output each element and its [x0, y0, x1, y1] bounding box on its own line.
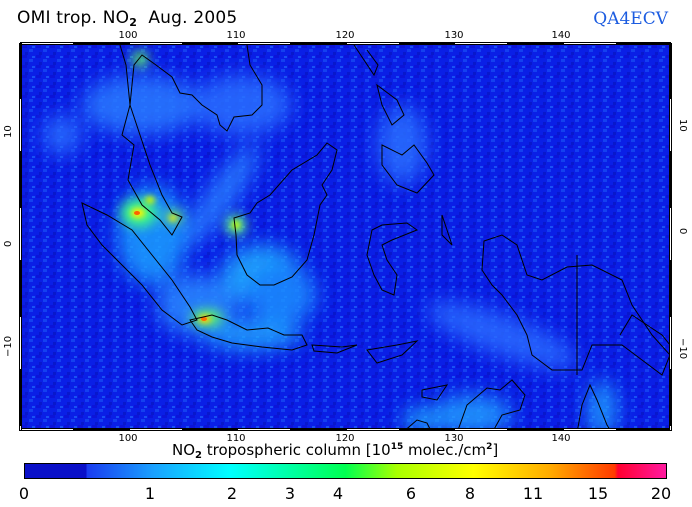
colorbar-tick: 4 [332, 484, 344, 503]
frame-segment [19, 97, 22, 152]
frame-segment [19, 424, 22, 431]
frame-segment [399, 428, 454, 431]
frame-segment [454, 428, 509, 431]
colorbar [24, 463, 667, 479]
coastlines [81, 45, 669, 429]
colorbar-tick: 0 [18, 484, 30, 503]
lat-tick-right: 0 [677, 228, 688, 235]
frame-segment [508, 428, 563, 431]
lon-tick-bottom: 100 [118, 433, 138, 444]
frame-segment [669, 261, 672, 316]
frame-segment [182, 42, 237, 45]
map-canvas [22, 45, 669, 429]
lon-tick-bottom: 130 [444, 433, 464, 444]
frame-segment [19, 152, 22, 207]
frame-segment [291, 428, 346, 431]
colorbar-tick: 20 [650, 484, 672, 503]
frame-segment [669, 152, 672, 207]
frame-segment [19, 370, 22, 425]
lon-tick-bottom: 140 [551, 433, 571, 444]
lon-tick-top: 140 [551, 30, 571, 41]
lat-tick-left: 10 [3, 125, 14, 138]
frame-segment [291, 42, 346, 45]
colorbar-label: NO2 tropospheric column [1015 molec./cm2… [172, 441, 498, 461]
frame-segment [669, 424, 672, 431]
frame-segment [669, 97, 672, 152]
cb-label-sup2: 2 [486, 442, 493, 452]
frame-segment [669, 43, 672, 98]
frame-segment [616, 428, 671, 431]
colorbar-tick: 15 [587, 484, 609, 503]
frame-segment [19, 206, 22, 261]
colorbar-tick: 8 [464, 484, 476, 503]
colorbar-tick: 3 [284, 484, 296, 503]
lat-tick-right: 10 [677, 119, 688, 132]
lon-tick-top: 130 [444, 30, 464, 41]
lon-tick-bottom: 110 [226, 433, 246, 444]
frame-segment [508, 42, 563, 45]
colorbar-tick: 6 [405, 484, 417, 503]
frame-segment [454, 42, 509, 45]
lat-tick-left: −10 [3, 335, 14, 357]
frame-segment [19, 43, 22, 98]
cb-label-sub: 2 [195, 450, 202, 461]
colorbar-tick: 2 [226, 484, 238, 503]
lat-tick-left: 0 [3, 240, 14, 247]
frame-segment [562, 42, 617, 45]
frame-segment [562, 428, 617, 431]
chart-title: OMI trop. NO2 Aug. 2005 [17, 8, 237, 29]
lon-tick-bottom: 120 [335, 433, 355, 444]
frame-segment [20, 428, 75, 431]
frame-segment [128, 42, 183, 45]
frame-segment [669, 315, 672, 370]
frame-segment [74, 428, 129, 431]
frame-segment [399, 42, 454, 45]
frame-segment [19, 315, 22, 370]
cb-label-close: ] [492, 441, 499, 459]
frame-segment [74, 42, 129, 45]
frame-segment [669, 370, 672, 425]
frame-segment [182, 428, 237, 431]
no2-map [20, 43, 671, 431]
lon-tick-top: 120 [335, 30, 355, 41]
colorbar-tick: 1 [144, 484, 156, 503]
brand-label: QA4ECV [593, 9, 668, 29]
frame-segment [616, 42, 671, 45]
frame-segment [669, 206, 672, 261]
lon-tick-top: 110 [226, 30, 246, 41]
lon-tick-top: 100 [118, 30, 138, 41]
frame-segment [19, 261, 22, 316]
cb-label-mid: tropospheric column [10 [202, 441, 391, 459]
colorbar-tick: 11 [522, 484, 544, 503]
title-subscript: 2 [129, 16, 138, 29]
frame-segment [345, 428, 400, 431]
cb-label-sup: 15 [390, 442, 404, 452]
frame-segment [345, 42, 400, 45]
title-date: Aug. 2005 [137, 8, 238, 28]
lat-tick-right: −10 [677, 338, 688, 360]
cb-label-end: molec./cm [403, 441, 487, 459]
title-text: OMI trop. NO [17, 8, 130, 28]
frame-segment [128, 428, 183, 431]
frame-segment [237, 428, 292, 431]
cb-label-prefix: NO [172, 441, 196, 459]
frame-segment [20, 42, 75, 45]
frame-segment [237, 42, 292, 45]
